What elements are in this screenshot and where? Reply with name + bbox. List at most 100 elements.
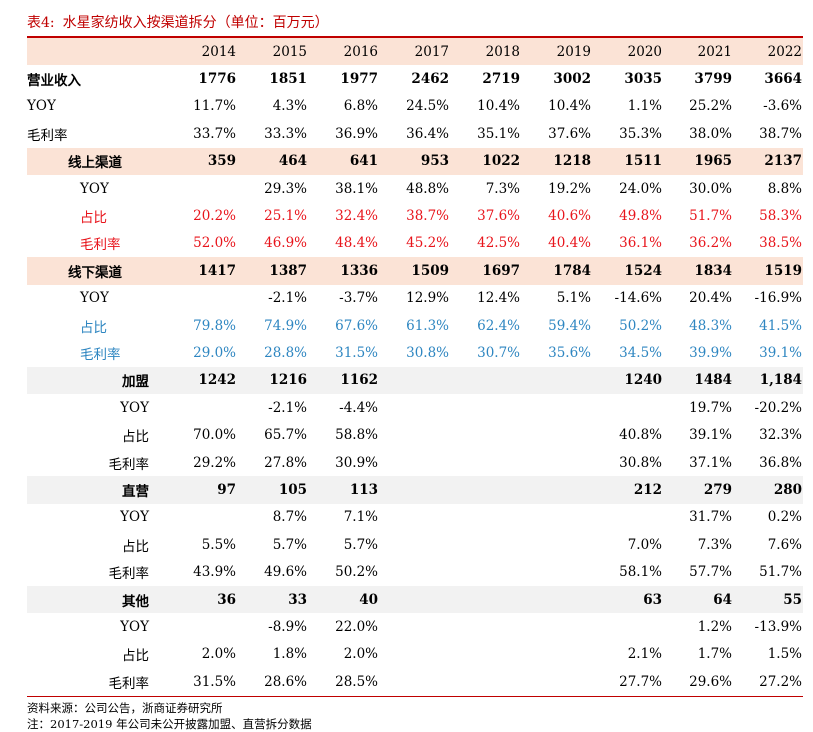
cell-value: 12.9% (406, 290, 449, 307)
row-label: 营业收入 (27, 65, 157, 93)
cell-value: -8.9% (268, 618, 307, 635)
table-row: 毛利率 29.2% 27.8% 30.9% 30.8% 37.1% 36.8% (27, 449, 803, 476)
cell-value: 2719 (450, 65, 521, 93)
cell-value: 58.3% (759, 208, 802, 225)
cell-value (592, 504, 663, 531)
cell-value: 36.4% (406, 125, 449, 142)
cell-value (450, 558, 521, 585)
cell-value: 45.2% (406, 235, 449, 252)
cell-value: 40.6% (548, 208, 591, 225)
cell-value: 1.8% (272, 646, 307, 663)
cell-value: 57.7% (689, 564, 732, 581)
cell-value: 36.1% (619, 235, 662, 252)
cell-value: 10.4% (548, 98, 591, 115)
cell-value: 37.6% (477, 208, 520, 225)
cell-value (379, 641, 450, 668)
row-label: 毛利率 (108, 675, 150, 692)
cell-value: 40 (308, 585, 379, 614)
cell-value (521, 504, 592, 531)
cell-value: 41.5% (759, 317, 802, 334)
cell-value: 65.7% (264, 427, 307, 444)
cell-value: 79.8% (193, 317, 236, 334)
cell-value: 20.4% (689, 290, 732, 307)
cell-value: 48.3% (689, 317, 732, 334)
cell-value: 74.9% (264, 317, 307, 334)
cell-value: 7.1% (343, 509, 378, 526)
cell-value (379, 449, 450, 476)
cell-value: 3799 (663, 65, 733, 93)
row-label: 占比 (80, 319, 107, 336)
row-label: 毛利率 (108, 456, 150, 473)
cell-value: 2.0% (343, 646, 378, 663)
cell-value: -13.9% (754, 618, 802, 635)
cell-value: 36 (157, 585, 237, 614)
cell-value (521, 641, 592, 668)
cell-value (450, 504, 521, 531)
cell-value (450, 641, 521, 668)
cell-value (521, 449, 592, 476)
row-label: 占比 (122, 429, 149, 446)
cell-value (157, 394, 237, 421)
cell-value: 7.3% (485, 180, 520, 197)
table-row: 线下渠道 1417 1387 1336 1509 1697 1784 1524 1834 1519 (27, 257, 803, 285)
table-row: 占比 20.2% 25.1% 32.4% 38.7% 37.6% 40.6% 49.8% 51.… (27, 202, 803, 229)
cell-value: 7.3% (697, 536, 732, 553)
cell-value (450, 613, 521, 640)
cell-value: -2.1% (268, 290, 307, 307)
cell-value: 43.9% (193, 564, 236, 581)
cell-value: 1387 (237, 257, 308, 285)
row-label: 线上渠道 (27, 147, 157, 175)
row-label: YOY (120, 399, 149, 416)
table-row: 占比 2.0% 1.8% 2.0% 2.1% 1.7% 1.5% (27, 641, 803, 668)
cell-value: 31.5% (193, 673, 236, 690)
cell-value: 3035 (592, 65, 663, 93)
cell-value: 1417 (157, 257, 237, 285)
cell-value: 20.2% (193, 208, 236, 225)
cell-value: 30.8% (619, 454, 662, 471)
caption-text: 水星家纺收入按渠道拆分（单位：百万元） (62, 15, 329, 31)
cell-value: 46.9% (264, 235, 307, 252)
cell-value: 29.6% (689, 673, 732, 690)
cell-value: 50.2% (619, 317, 662, 334)
row-label: 毛利率 (80, 346, 121, 363)
cell-value: -16.9% (754, 290, 802, 307)
cell-value: 37.1% (689, 454, 732, 471)
cell-value: 464 (237, 147, 308, 175)
cell-value: 28.5% (335, 673, 378, 690)
cell-value: 36.9% (335, 125, 378, 142)
cell-value: 8.7% (272, 509, 307, 526)
cell-value: 38.1% (335, 180, 378, 197)
cell-value: 1511 (592, 147, 663, 175)
cell-value: 35.1% (477, 125, 520, 142)
table-row: YOY -2.1% -4.4% 19.7% -20.2% (27, 394, 803, 421)
footnote: 注：2017-2019 年公司未公开披露加盟、直营拆分数据 (27, 717, 312, 731)
cell-value: 37.6% (548, 125, 591, 142)
year-header: 2015 (237, 38, 308, 66)
row-label: 直营 (27, 476, 157, 504)
cell-value: 38.7% (759, 125, 802, 142)
cell-value: 58.8% (335, 427, 378, 444)
cell-value: -2.1% (268, 399, 307, 416)
cell-value (521, 394, 592, 421)
table-caption: 表4: 水星家纺收入按渠道拆分（单位：百万元） (27, 12, 337, 32)
cell-value: 1965 (663, 147, 733, 175)
cell-value (521, 421, 592, 448)
cell-value: 2.1% (627, 646, 662, 663)
year-header: 2022 (733, 38, 803, 66)
table-row: 加盟 1242 1216 1162 1240 1484 1,184 (27, 366, 803, 395)
cell-value: 2.0% (201, 646, 236, 663)
cell-value: 27.7% (619, 673, 662, 690)
bottom-rule (27, 696, 803, 697)
cell-value: -3.7% (339, 290, 378, 307)
cell-value: 34.5% (619, 344, 662, 361)
cell-value: 6.8% (343, 98, 378, 115)
cell-value (379, 476, 450, 504)
cell-value (379, 504, 450, 531)
cell-value: 359 (157, 147, 237, 175)
cell-value: 39.1% (689, 427, 732, 444)
cell-value (521, 476, 592, 504)
cell-value: 31.7% (689, 509, 732, 526)
cell-value: 29.3% (264, 180, 307, 197)
table-row: YOY 8.7% 7.1% 31.7% 0.2% (27, 504, 803, 531)
table-row: 毛利率 31.5% 28.6% 28.5% 27.7% 29.6% 27.2% (27, 668, 803, 695)
